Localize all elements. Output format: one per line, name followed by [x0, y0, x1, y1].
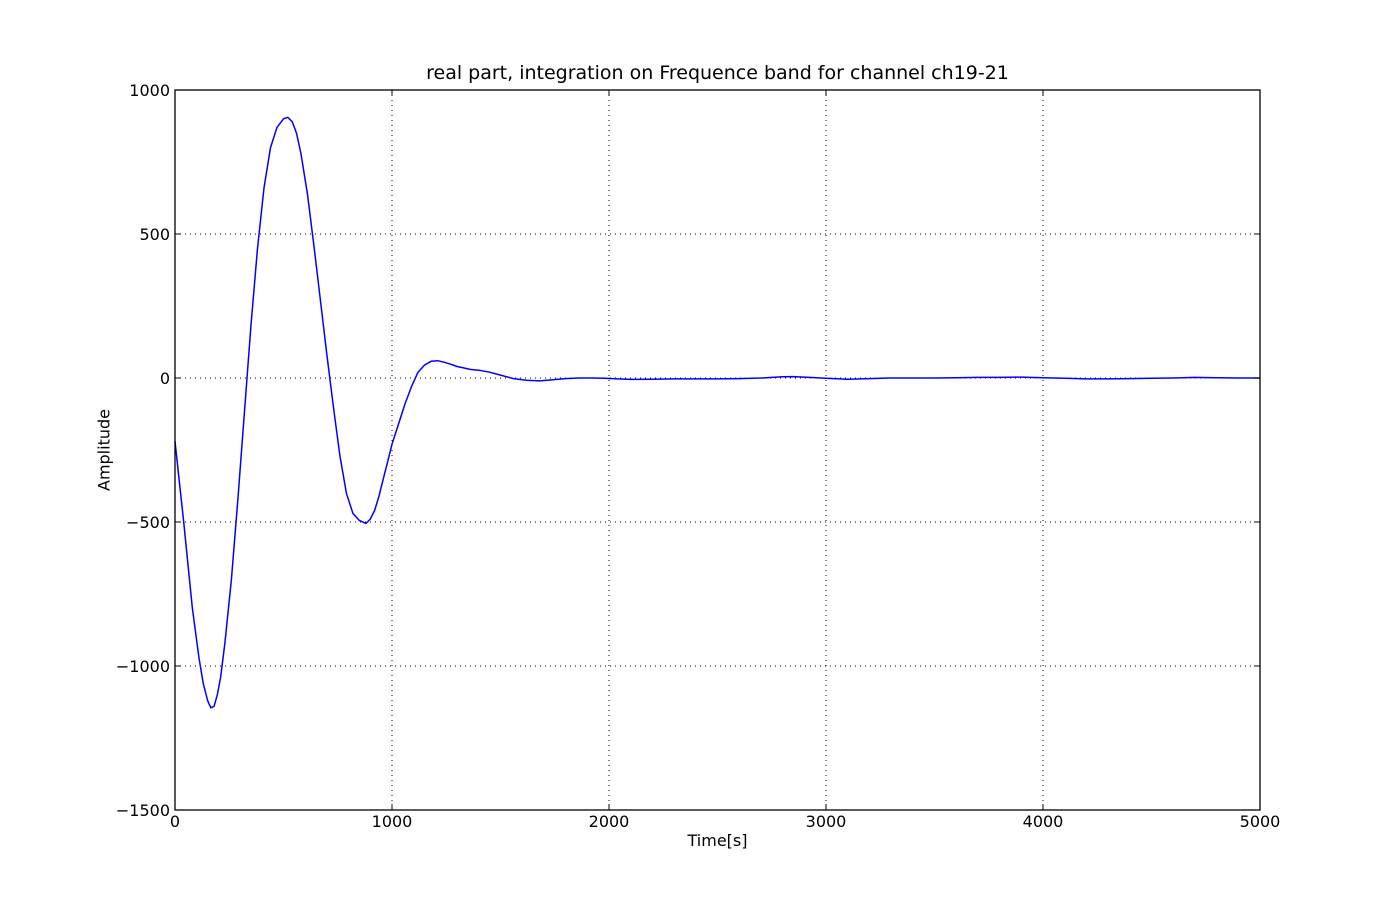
x-tick-label: 1000 — [372, 812, 413, 831]
x-tick-label: 5000 — [1240, 812, 1281, 831]
axis-ticks: 0 1000 2000 3000 4000 5000 −1500 −1000 −500 0 500 1… — [116, 81, 1280, 831]
y-tick-label: 0 — [160, 369, 170, 388]
x-tick-label: 4000 — [1023, 812, 1064, 831]
x-tick-label: 2000 — [589, 812, 630, 831]
plot-area — [174, 116, 1261, 709]
plot-frame — [174, 89, 1261, 811]
grid — [175, 90, 1260, 810]
amplitude-series-line — [174, 116, 1261, 709]
y-tick-label: −1000 — [116, 657, 170, 676]
y-tick-label: −500 — [126, 513, 170, 532]
x-tick-label: 0 — [170, 812, 180, 831]
chart-title: real part, integration on Frequence band… — [426, 62, 1009, 84]
y-tick-label: 1000 — [129, 81, 170, 100]
x-axis-label: Time[s] — [687, 831, 748, 850]
y-axis-label: Amplitude — [95, 409, 114, 491]
y-tick-label: −1500 — [116, 801, 170, 820]
x-tick-label: 3000 — [806, 812, 847, 831]
y-tick-label: 500 — [139, 225, 170, 244]
